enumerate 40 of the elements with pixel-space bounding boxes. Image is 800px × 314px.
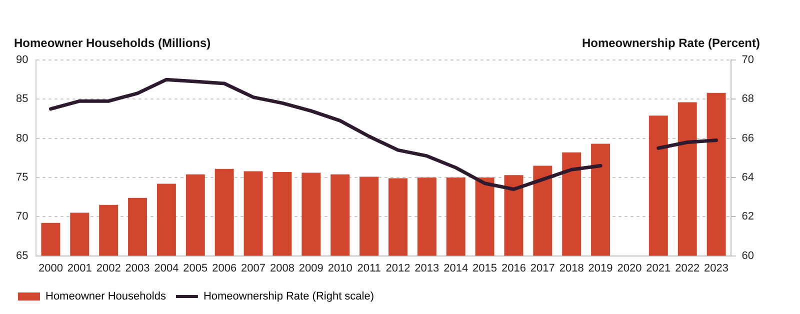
x-tick-label: 2012: [386, 262, 410, 274]
x-tick-label: 2007: [241, 262, 266, 274]
x-tick-label: 2018: [559, 262, 584, 274]
legend-label: Homeownership Rate (Right scale): [203, 290, 374, 303]
x-tick-label: 2019: [588, 262, 613, 274]
x-tick-label: 2015: [472, 262, 498, 274]
x-tick-label: 2022: [675, 262, 700, 274]
x-tick-label: 2008: [270, 262, 294, 274]
y2-tick-label: 62: [742, 210, 754, 223]
x-tick-label: 2023: [704, 262, 729, 274]
x-tick-label: 2006: [212, 262, 237, 274]
y-tick-label: 75: [16, 172, 28, 184]
x-tick-label: 2000: [38, 262, 63, 274]
legend-label: Homeowner Households: [46, 290, 166, 303]
x-tick-label: 2014: [444, 262, 468, 274]
x-tick-label: 2017: [530, 262, 555, 274]
x-tick-label: 2009: [298, 262, 324, 274]
x-tick-label: 2005: [183, 262, 208, 274]
y2-tick-label: 70: [742, 54, 754, 66]
y-tick-label: 70: [16, 210, 28, 223]
y-tick-label: 65: [16, 250, 28, 262]
y2-tick-label: 60: [742, 250, 754, 262]
x-tick-label: 2013: [414, 262, 440, 274]
y2-tick-label: 68: [742, 93, 754, 106]
y-axis-title: Homeowner Households (Millions): [14, 36, 211, 50]
y-tick-label: 80: [16, 132, 28, 144]
y2-tick-label: 66: [742, 132, 754, 144]
y2-tick-label: 64: [742, 172, 754, 184]
y-tick-label: 85: [16, 93, 28, 106]
x-tick-label: 2016: [501, 262, 526, 274]
x-tick-label: 2010: [328, 262, 352, 274]
x-tick-label: 2003: [125, 262, 150, 274]
x-tick-label: 2020: [617, 262, 642, 274]
x-tick-label: 2021: [646, 262, 671, 274]
x-tick-label: 2004: [154, 262, 179, 274]
y2-axis-title: Homeownership Rate (Percent): [582, 36, 760, 50]
x-tick-label: 2001: [67, 262, 92, 274]
x-tick-label: 2011: [357, 262, 381, 274]
y-tick-label: 90: [16, 54, 28, 66]
x-tick-label: 2002: [96, 262, 121, 274]
